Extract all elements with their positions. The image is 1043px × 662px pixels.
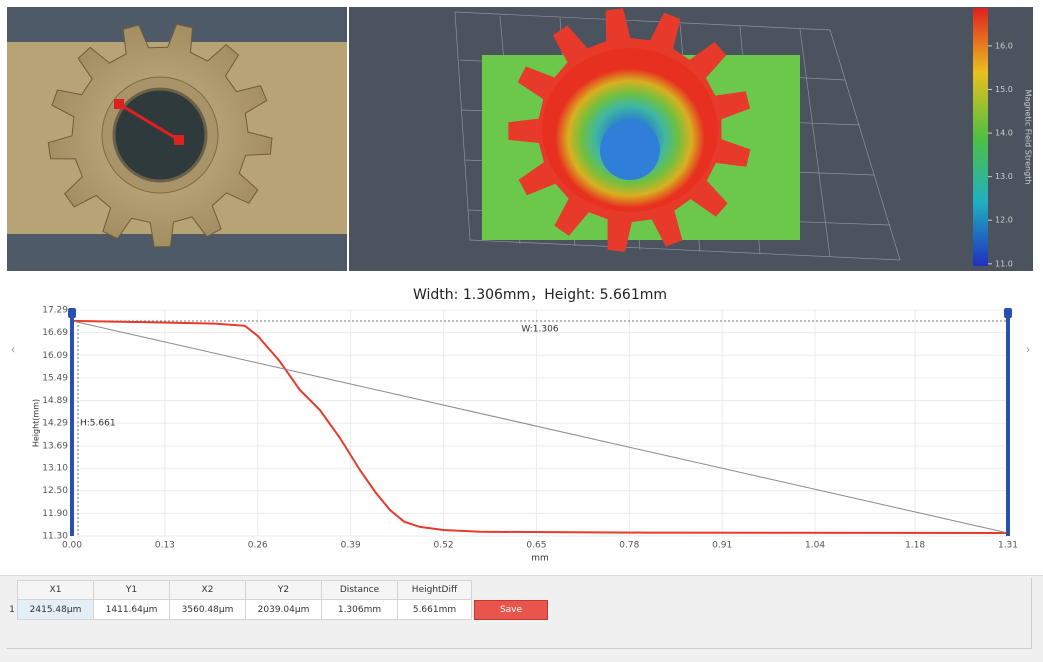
x-tick-label: 0.13 [155, 541, 175, 551]
column-header: Y2 [245, 580, 322, 600]
colorbar-tick-label: 14.0 [995, 129, 1013, 138]
gear-bore [112, 87, 208, 183]
bottom-frame [7, 578, 1032, 649]
prev-button[interactable]: ‹ [11, 343, 16, 357]
y-tick-label: 14.29 [42, 419, 68, 429]
table-cell: 3560.48μm [169, 599, 246, 620]
x-tick-label: 0.26 [248, 541, 268, 551]
colorbar-tick-label: 15.0 [995, 85, 1013, 94]
column-header: Distance [321, 580, 398, 600]
x-tick-label: 1.31 [998, 541, 1018, 551]
colorbar-tick-label: 11.0 [995, 259, 1013, 268]
y-tick-label: 11.30 [42, 532, 68, 542]
colorbar-tick-label: 12.0 [995, 216, 1013, 225]
y-tick-label: 13.10 [42, 464, 68, 474]
next-button[interactable]: › [1026, 343, 1031, 357]
chart-title: Width: 1.306mm，Height: 5.661mm [413, 287, 667, 303]
x-tick-label: 1.04 [805, 541, 825, 551]
colorbar-tick-label: 13.0 [995, 172, 1013, 181]
x-tick-label: 1.18 [905, 541, 925, 551]
x-tick-label: 0.00 [62, 541, 82, 551]
y-tick-label: 14.89 [42, 396, 68, 406]
table-cell: 2039.04μm [245, 599, 322, 620]
measure-handle [114, 99, 124, 109]
row-index: 1 [7, 599, 18, 620]
profile-line [71, 320, 1009, 534]
table-cell: 2415.48μm [17, 599, 94, 620]
range-handle [1006, 312, 1010, 536]
corner [7, 580, 18, 600]
x-tick-label: 0.52 [434, 541, 454, 551]
width-annotation: W:1.306 [521, 325, 558, 335]
colorbar-tick-label: 16.0 [995, 41, 1013, 50]
range-handle-cap [68, 308, 76, 318]
y-tick-label: 16.09 [42, 351, 68, 361]
measure-handle [174, 135, 184, 145]
x-tick-label: 0.91 [712, 541, 732, 551]
column-header: X1 [17, 580, 94, 600]
bore-render [600, 120, 660, 180]
y-tick-label: 12.50 [42, 486, 68, 496]
column-header: HeightDiff [397, 580, 472, 600]
column-header: Y1 [93, 580, 170, 600]
measure-line [118, 102, 180, 142]
table-cell: 5.661mm [397, 599, 472, 620]
result-table: X1 Y1 X2 Y2 Distance HeightDiff 1 2415.48μm 141… [7, 580, 548, 620]
column-header: X2 [169, 580, 246, 600]
table-cell: 1411.64μm [93, 599, 170, 620]
x-tick-label: 0.78 [619, 541, 639, 551]
x-tick-label: 0.65 [526, 541, 546, 551]
y-tick-label: 15.49 [42, 373, 68, 383]
x-axis-label: mm [531, 554, 549, 564]
range-handle-cap [1004, 308, 1012, 318]
button-cell: Save [472, 599, 548, 620]
y-tick-label: 13.69 [42, 441, 68, 451]
y-tick-label: 11.90 [42, 509, 68, 519]
profile-line [71, 319, 1009, 534]
range-handle [70, 312, 74, 536]
y-axis-label: Height(mm) [32, 399, 41, 447]
colorbar-label: Magnetic Field Strength [1024, 90, 1033, 185]
table-cell: 1.306mm [321, 599, 398, 620]
height-annotation: H:5.661 [80, 419, 116, 429]
y-tick-label: 17.29 [42, 306, 68, 316]
save-button[interactable]: Save [474, 599, 548, 620]
x-tick-label: 0.39 [341, 541, 361, 551]
y-tick-label: 16.69 [42, 328, 68, 338]
colorbar [973, 8, 988, 266]
chart: Magnetic Field Strength Width: 1.306mm，H… [7, 7, 1033, 564]
